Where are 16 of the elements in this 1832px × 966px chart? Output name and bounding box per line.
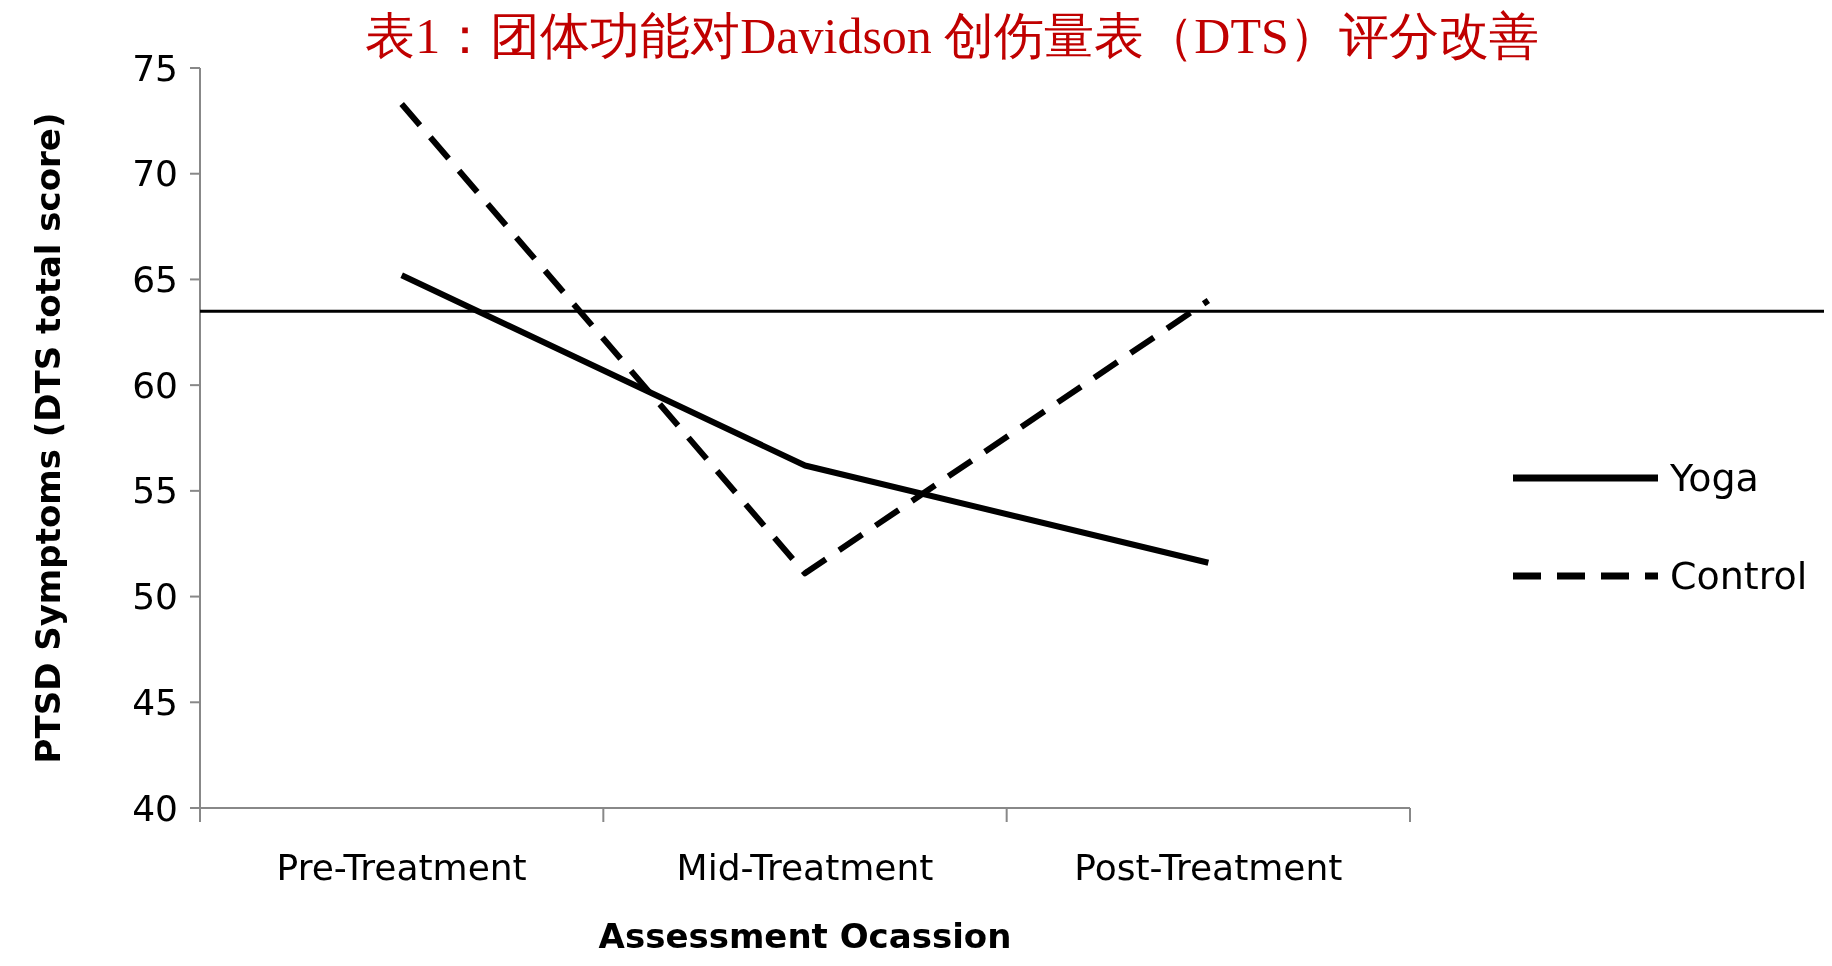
- y-tick-label: 45: [132, 681, 178, 723]
- y-axis-title: PTSD Symptoms (DTS total score): [28, 112, 68, 764]
- x-axis-title: Assessment Ocassion: [598, 916, 1012, 956]
- legend-label: Control: [1670, 554, 1808, 599]
- x-tick-label: Pre-Treatment: [276, 847, 527, 888]
- x-tick-label: Post-Treatment: [1074, 847, 1343, 888]
- y-tick-label: 65: [132, 259, 178, 301]
- y-tick-label: 75: [132, 47, 178, 89]
- x-tick-label: Mid-Treatment: [676, 847, 934, 888]
- y-tick-label: 70: [132, 153, 178, 195]
- y-tick-label: 60: [132, 364, 178, 406]
- y-tick-label: 55: [132, 470, 178, 512]
- y-tick-label: 50: [132, 576, 178, 618]
- y-tick-label: 40: [132, 787, 178, 829]
- chart-title: 表1：团体功能对Davidson 创伤量表（DTS）评分改善: [365, 8, 1539, 64]
- legend-label: Yoga: [1669, 456, 1759, 501]
